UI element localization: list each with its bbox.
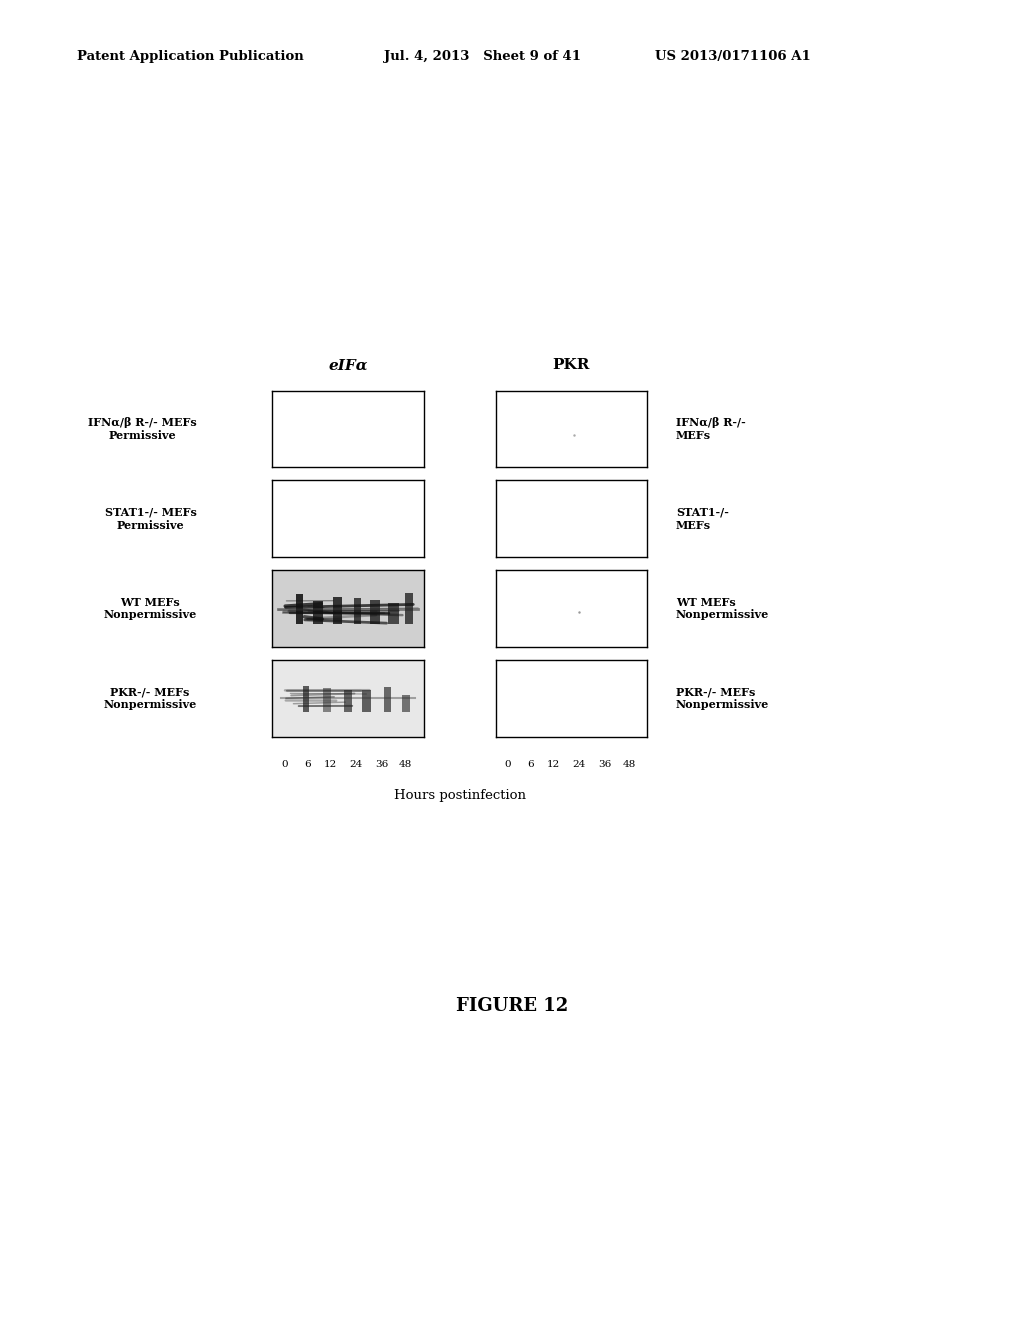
Text: 6: 6 [527, 760, 534, 770]
Text: US 2013/0171106 A1: US 2013/0171106 A1 [655, 50, 811, 63]
Text: 12: 12 [324, 760, 337, 770]
Bar [333, 597, 342, 624]
Text: PKR: PKR [553, 358, 590, 372]
Text: 48: 48 [623, 760, 636, 770]
Text: 12: 12 [547, 760, 560, 770]
Text: IFNα/β R-/-
MEFs: IFNα/β R-/- MEFs [676, 417, 745, 441]
Text: eIFα: eIFα [329, 358, 368, 372]
Bar [401, 694, 410, 711]
Text: 48: 48 [399, 760, 413, 770]
Bar [312, 601, 323, 624]
Text: 24: 24 [572, 760, 586, 770]
Text: 24: 24 [349, 760, 362, 770]
Bar [362, 690, 371, 711]
Text: Hours postinfection: Hours postinfection [394, 789, 525, 803]
Bar [371, 599, 380, 624]
Bar [324, 688, 331, 711]
Text: 36: 36 [598, 760, 611, 770]
Text: 0: 0 [282, 760, 288, 770]
Text: 6: 6 [304, 760, 310, 770]
Text: FIGURE 12: FIGURE 12 [456, 997, 568, 1015]
Text: WT MEFs
Nonpermissive: WT MEFs Nonpermissive [103, 597, 197, 620]
Bar [344, 690, 352, 711]
Bar [384, 686, 391, 711]
Text: PKR-/- MEFs
Nonpermissive: PKR-/- MEFs Nonpermissive [676, 686, 769, 710]
Text: Jul. 4, 2013   Sheet 9 of 41: Jul. 4, 2013 Sheet 9 of 41 [384, 50, 581, 63]
Bar [354, 598, 360, 624]
Text: 0: 0 [505, 760, 511, 770]
Bar [388, 602, 398, 624]
Bar [303, 686, 309, 711]
Bar [296, 594, 303, 624]
Text: Patent Application Publication: Patent Application Publication [77, 50, 303, 63]
Text: IFNα/β R-/- MEFs
Permissive: IFNα/β R-/- MEFs Permissive [88, 417, 197, 441]
Text: STAT1-/- MEFs
Permissive: STAT1-/- MEFs Permissive [104, 507, 197, 531]
Text: WT MEFs
Nonpermissive: WT MEFs Nonpermissive [676, 597, 769, 620]
Text: 36: 36 [375, 760, 388, 770]
Text: STAT1-/-
MEFs: STAT1-/- MEFs [676, 507, 729, 531]
Text: PKR-/- MEFs
Nonpermissive: PKR-/- MEFs Nonpermissive [103, 686, 197, 710]
Bar [404, 593, 413, 624]
